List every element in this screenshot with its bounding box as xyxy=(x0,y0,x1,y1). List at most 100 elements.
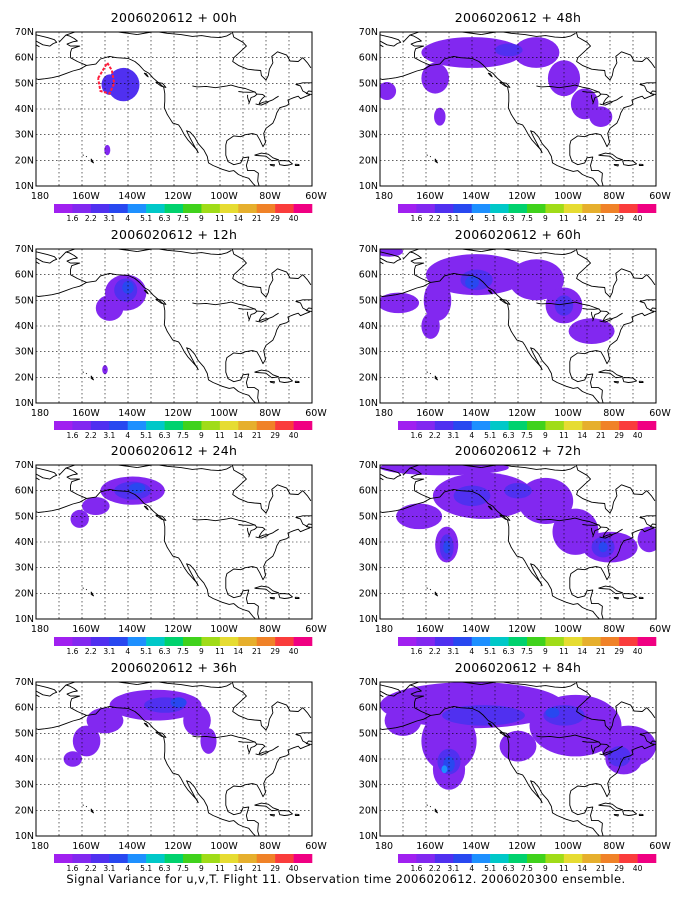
colorbar-label: 7.5 xyxy=(177,864,189,873)
colorbar-label: 1.6 xyxy=(66,864,78,873)
x-tick-label: 140W xyxy=(118,191,146,202)
coastline xyxy=(638,813,644,816)
colorbar-label: 40 xyxy=(633,647,643,656)
coastline xyxy=(582,308,602,322)
colorbar: 1.6 2.2 3.1 4 5.1 6.3 7.5 9 11 14 21 29 40 xyxy=(398,637,657,656)
colorbar-label: 4 xyxy=(125,647,130,656)
x-tick-label: 120W xyxy=(164,408,192,419)
colorbar-swatch xyxy=(471,421,491,430)
coastline xyxy=(414,272,610,403)
x-tick-label: 120W xyxy=(508,624,536,635)
plot-area xyxy=(36,682,312,836)
map-panel-3: 2006020612 + 36h 10N 20N 30N 40N 50N 60N 70N 180… xyxy=(15,660,328,873)
colorbar-swatch xyxy=(600,637,620,646)
y-tick-label: 10N xyxy=(15,831,34,842)
coastline xyxy=(575,465,656,514)
y-tick-label: 20N xyxy=(359,805,378,816)
colorbar-label: 21 xyxy=(596,431,606,440)
colorbar-label: 3.1 xyxy=(103,431,115,440)
colorbar: 1.6 2.2 3.1 4 5.1 6.3 7.5 9 11 14 21 29 40 xyxy=(54,421,313,440)
colorbar-label: 40 xyxy=(289,431,299,440)
colorbar-swatch xyxy=(54,421,73,430)
panel-title: 2006020612 + 12h xyxy=(111,227,238,242)
colorbar-swatch xyxy=(72,854,92,863)
coastline xyxy=(649,307,656,313)
coastline xyxy=(143,722,149,728)
coastline xyxy=(599,318,613,323)
y-tick-label: 20N xyxy=(15,155,34,166)
coastline xyxy=(90,591,94,597)
colorbar-swatch xyxy=(127,421,147,430)
colorbar-swatch xyxy=(275,854,294,863)
y-tick-label: 70N xyxy=(15,460,34,471)
colorbar-swatch xyxy=(582,637,602,646)
colorbar-swatch xyxy=(545,204,565,213)
colorbar-label: 2.2 xyxy=(429,864,441,873)
colorbar-label: 14 xyxy=(578,864,588,873)
variance-contour xyxy=(545,707,560,718)
colorbar-label: 3.1 xyxy=(103,864,115,873)
coastline xyxy=(192,517,256,526)
coastline xyxy=(600,526,623,538)
x-tick-label: 60W xyxy=(305,408,327,419)
plot-frame xyxy=(379,464,657,620)
colorbar-label: 11 xyxy=(215,864,225,873)
coastline xyxy=(429,155,432,158)
colorbar-label: 11 xyxy=(559,214,569,223)
variance-contour xyxy=(200,728,217,754)
coastline xyxy=(481,249,576,256)
coastline xyxy=(256,743,279,755)
plot-frame xyxy=(379,248,657,404)
colorbar-label: 1.6 xyxy=(410,214,422,223)
coastline xyxy=(599,534,613,539)
colorbar-swatch xyxy=(183,421,202,430)
colorbar-swatch xyxy=(201,421,221,430)
colorbar-label: 5.1 xyxy=(140,864,152,873)
coastline xyxy=(305,307,312,313)
coastline xyxy=(380,498,431,513)
variance-contour xyxy=(434,107,446,126)
x-tick-label: 60W xyxy=(305,191,327,202)
coastline xyxy=(487,505,493,511)
coastline xyxy=(294,380,300,383)
colorbar-swatch xyxy=(398,637,417,646)
y-tick-label: 40N xyxy=(15,537,34,548)
map-panel-6: 2006020612 + 72h 10N 20N 30N 40N 50N 60N 70N 180… xyxy=(359,443,672,656)
x-tick-label: 160W xyxy=(416,624,444,635)
x-tick-label: 140W xyxy=(462,408,490,419)
colorbar-label: 29 xyxy=(270,431,280,440)
colorbar-swatch xyxy=(545,637,565,646)
colorbar-label: 3.1 xyxy=(103,214,115,223)
coastline xyxy=(613,163,619,167)
coastline xyxy=(65,684,81,708)
coastline xyxy=(90,375,94,381)
colorbar-swatch xyxy=(563,204,583,213)
colorbar-swatch xyxy=(563,637,583,646)
colorbar-label: 1.6 xyxy=(66,647,78,656)
coastline xyxy=(278,377,293,383)
colorbar-label: 6.3 xyxy=(159,431,171,440)
colorbar-swatch xyxy=(471,854,491,863)
colorbar-swatch xyxy=(453,637,473,646)
coastline xyxy=(137,32,232,39)
x-tick-label: 180 xyxy=(375,841,393,852)
x-tick-label: 180 xyxy=(31,841,49,852)
coastline xyxy=(231,465,312,514)
y-tick-label: 10N xyxy=(15,398,34,409)
coastline xyxy=(70,705,266,836)
x-tick-label: 180 xyxy=(375,624,393,635)
variance-contour xyxy=(380,292,420,314)
colorbar: 1.6 2.2 3.1 4 5.1 6.3 7.5 9 11 14 21 29 40 xyxy=(398,421,657,440)
x-tick-label: 80W xyxy=(603,624,625,635)
x-tick-label: 100W xyxy=(554,408,582,419)
colorbar: 1.6 2.2 3.1 4 5.1 6.3 7.5 9 11 14 21 29 40 xyxy=(398,204,657,223)
x-tick-label: 80W xyxy=(603,841,625,852)
coastline xyxy=(600,310,623,322)
colorbar-swatch xyxy=(416,854,436,863)
colorbar-swatch xyxy=(256,421,276,430)
x-tick-label: 140W xyxy=(118,408,146,419)
coastline xyxy=(380,684,402,697)
colorbar-label: 3.1 xyxy=(447,864,459,873)
coastline xyxy=(613,813,619,817)
colorbar-swatch xyxy=(490,204,509,213)
